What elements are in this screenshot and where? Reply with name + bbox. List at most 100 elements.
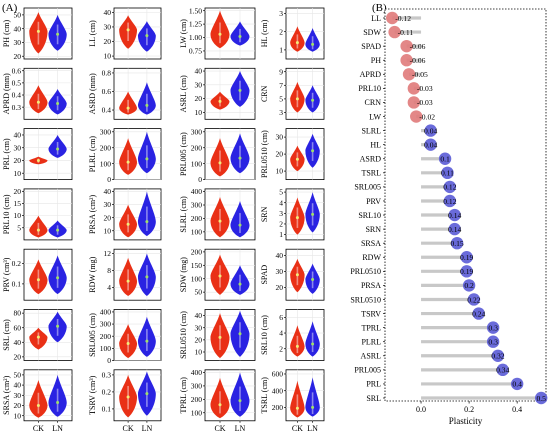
violin-ln	[305, 377, 320, 417]
violin-ln	[137, 316, 156, 357]
median-point	[56, 228, 60, 232]
category-label: ASRL	[361, 352, 382, 361]
y-tick-label: 20	[195, 335, 203, 344]
median-point	[126, 28, 130, 32]
violin-panel: 4 8 12 RDW (mg)	[88, 248, 162, 301]
y-tick-label: 150	[191, 261, 203, 270]
y-axis-label: PRL10 (cm)	[2, 194, 11, 234]
value-label: 0.19	[460, 253, 473, 262]
y-tick-label: 100	[191, 408, 203, 417]
lollipop-row: 0.34 PRL005	[354, 363, 510, 377]
x-tick-label: 0.2	[464, 405, 474, 414]
y-tick-label: 300	[191, 382, 203, 391]
y-tick-label: 0.3	[102, 371, 112, 380]
violin-panel: 0.1 0.2 0.3 TSRV (cm³) CK LN	[88, 369, 162, 433]
y-axis-label: TPRL (cm)	[179, 377, 188, 414]
y-tick-label: 40	[104, 8, 112, 17]
median-point	[238, 223, 242, 227]
y-tick-label: 10	[276, 167, 284, 176]
median-point	[218, 403, 222, 407]
value-label: 0.11	[441, 169, 454, 178]
x-tick-label: CK	[214, 424, 225, 433]
median-point	[36, 228, 40, 232]
category-label: PH	[371, 56, 381, 65]
violin-ln	[137, 82, 156, 115]
median-point	[126, 106, 130, 110]
y-tick-label: 200	[191, 395, 203, 404]
lollipop-row: -0.12 LL	[371, 11, 422, 25]
panel-b-label: (B)	[372, 2, 387, 14]
lollipop-bubble	[448, 222, 461, 236]
median-point	[145, 275, 149, 279]
value-label: 0.3	[488, 323, 498, 332]
median-point	[36, 404, 40, 407]
lollipop-bubble	[438, 152, 452, 165]
violin-box	[296, 394, 299, 415]
category-label: PRV	[366, 197, 381, 206]
y-tick-label: 30	[104, 200, 112, 209]
lollipop-bubble	[402, 68, 416, 81]
median-point	[311, 342, 315, 346]
y-tick-label: 1	[279, 230, 283, 239]
violin-ck	[290, 380, 305, 418]
lollipop-bubble	[388, 25, 401, 39]
y-tick-label: 2	[279, 220, 283, 229]
lollipop-row: 0.15 SRSA	[361, 236, 464, 250]
y-tick-label: 20	[276, 283, 284, 292]
lollipop-bubble	[510, 377, 524, 391]
y-tick-label: 40	[14, 381, 22, 390]
median-point	[238, 332, 242, 336]
y-axis-label: ASRD (mm)	[88, 73, 97, 114]
lollipop-bubble	[441, 166, 454, 180]
lollipop-bubble	[448, 208, 461, 222]
lollipop-row: 0.3 TPRL	[361, 321, 500, 334]
violin-box	[239, 213, 241, 233]
x-tick-label: LN	[142, 424, 153, 433]
lollipop-bubble	[450, 236, 464, 250]
category-label: PRL005	[354, 366, 381, 375]
violin-panel: 10 20 30 40 PRSA (cm²)	[88, 187, 162, 241]
y-tick-label: 8	[107, 266, 111, 275]
y-axis-label: RDW (mg)	[88, 256, 97, 292]
y-tick-label: 12	[104, 249, 112, 258]
lollipop-bubble	[410, 110, 423, 123]
y-tick-label: 200	[272, 403, 284, 412]
y-tick-label: 0.1	[102, 405, 112, 414]
y-axis-label: SRL10 (cm)	[260, 315, 269, 355]
y-tick-label: 30	[14, 391, 22, 400]
y-axis-label: SRL005 (cm)	[88, 313, 97, 357]
x-axis-label: Plasticity	[449, 416, 483, 426]
lollipop-bubble	[443, 194, 457, 208]
y-axis-label: PRL0510 (cm)	[260, 130, 269, 178]
violin-box	[311, 332, 314, 353]
violin-ck	[29, 380, 48, 418]
y-tick-label: 0.8	[102, 69, 112, 78]
median-point	[238, 399, 242, 403]
violin-ck	[119, 257, 138, 296]
median-point	[56, 102, 60, 106]
violin-ln	[230, 21, 250, 46]
violin-ln	[305, 192, 320, 233]
y-tick-label: 0.75	[189, 47, 202, 56]
violin-ck	[210, 138, 230, 177]
violin-box	[311, 392, 314, 414]
lollipop-row: -0.05 APRD	[360, 68, 428, 81]
violin-box	[56, 388, 59, 412]
category-label: SRSA	[361, 239, 381, 248]
violin-box	[146, 93, 148, 112]
value-label: 0.19	[460, 267, 473, 276]
y-tick-label: 1.00	[189, 33, 202, 42]
y-tick-label: 200	[100, 332, 112, 341]
violin-box	[37, 392, 40, 414]
category-label: ASRD	[360, 155, 382, 164]
y-tick-label: 200	[191, 247, 203, 256]
value-label: -0.12	[395, 14, 411, 23]
median-point	[295, 406, 299, 410]
y-tick-label: 40	[14, 24, 22, 33]
y-axis-label: SRSA (cm²)	[2, 375, 11, 414]
median-point	[145, 220, 149, 224]
